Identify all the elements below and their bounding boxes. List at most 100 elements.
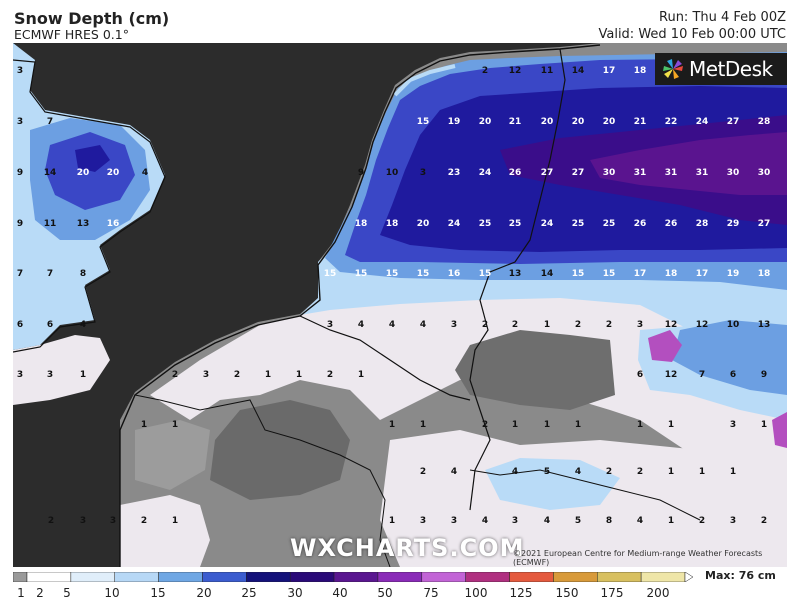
snow-depth-value: 30 xyxy=(603,168,616,178)
snow-depth-value: 24 xyxy=(448,219,461,229)
snow-depth-value: 4 xyxy=(389,320,395,330)
snow-depth-value: 1 xyxy=(761,420,767,430)
snow-depth-value: 15 xyxy=(355,269,368,279)
snow-depth-value: 7 xyxy=(47,269,53,279)
snow-depth-value: 2 xyxy=(482,320,488,330)
snow-depth-value: 15 xyxy=(324,269,337,279)
max-snow-label: Max: 76 cm xyxy=(705,569,776,582)
snow-depth-map[interactable]: 3 3 7 9 14 20 20 4 9 11 13 16 7 7 8 6 6 4 3 3 1 2 12 11 14 17 18 15… xyxy=(13,43,787,567)
snow-depth-value: 3 xyxy=(730,420,736,430)
snow-depth-value: 4 xyxy=(637,516,643,526)
snow-depth-value: 14 xyxy=(541,269,554,279)
snow-depth-value: 1 xyxy=(358,370,364,380)
snow-depth-value: 3 xyxy=(512,516,518,526)
snow-depth-value: 16 xyxy=(107,219,120,229)
legend-swatch xyxy=(465,572,510,582)
legend-level-label: 125 xyxy=(509,586,533,600)
run-time: Run: Thu 4 Feb 00Z xyxy=(659,10,786,25)
snow-depth-value: 1 xyxy=(80,370,86,380)
snow-depth-value: 19 xyxy=(727,269,740,279)
snow-depth-value: 20 xyxy=(603,117,616,127)
legend-swatch xyxy=(640,572,686,582)
snow-depth-value: 15 xyxy=(479,269,492,279)
legend-level-label: 15 xyxy=(150,586,166,600)
snow-depth-value: 2 xyxy=(482,66,488,76)
legend-level-label: 50 xyxy=(377,586,393,600)
border-de-east xyxy=(469,469,701,521)
snow-depth-value: 4 xyxy=(482,516,488,526)
snow-depth-value: 15 xyxy=(603,269,616,279)
snow-depth-value: 1 xyxy=(668,420,674,430)
snow-depth-value: 3 xyxy=(110,516,116,526)
snow-depth-value: 3 xyxy=(451,516,457,526)
legend-swatch xyxy=(333,572,379,582)
legend-swatch xyxy=(26,572,72,582)
snow-depth-value: 4 xyxy=(142,168,148,178)
legend-arrow xyxy=(684,572,693,582)
legend-level-label: 75 xyxy=(423,586,439,600)
light-blue-snow-south xyxy=(485,458,620,510)
snow-depth-value: 1 xyxy=(637,420,643,430)
snow-depth-value: 3 xyxy=(451,320,457,330)
snow-depth-value: 26 xyxy=(665,219,678,229)
snow-depth-value: 1 xyxy=(668,467,674,477)
snow-depth-value: 18 xyxy=(634,66,647,76)
snow-depth-value: 29 xyxy=(727,219,740,229)
snow-depth-value: 30 xyxy=(727,168,740,178)
snow-depth-value: 31 xyxy=(696,168,709,178)
snow-depth-value: 7 xyxy=(699,370,705,380)
legend-level-label: 100 xyxy=(464,586,488,600)
snow-depth-value: 4 xyxy=(451,467,457,477)
snow-depth-value: 4 xyxy=(575,467,581,477)
snow-depth-value: 19 xyxy=(448,117,461,127)
snow-depth-value: 3 xyxy=(420,168,426,178)
snow-depth-value: 1 xyxy=(172,420,178,430)
legend-level-label: 2 xyxy=(36,586,44,600)
legend-level-label: 1 xyxy=(17,586,25,600)
snow-depth-value: 23 xyxy=(448,168,461,178)
snow-depth-value: 3 xyxy=(80,516,86,526)
snow-depth-value: 27 xyxy=(727,117,740,127)
snow-depth-value: 2 xyxy=(575,320,581,330)
snow-depth-value: 20 xyxy=(541,117,554,127)
snow-depth-value: 25 xyxy=(572,219,585,229)
snow-depth-value: 5 xyxy=(575,516,581,526)
snow-depth-value: 11 xyxy=(44,219,57,229)
snow-depth-value: 1 xyxy=(544,320,550,330)
snow-depth-value: 17 xyxy=(696,269,709,279)
snow-depth-value: 18 xyxy=(758,269,771,279)
snow-depth-value: 11 xyxy=(541,66,554,76)
snow-depth-value: 2 xyxy=(637,467,643,477)
uk-coastline xyxy=(13,59,166,353)
snow-depth-value: 24 xyxy=(696,117,709,127)
frisian-islands xyxy=(393,64,456,97)
map-canvas: 33 79 14 20 20 49 11 13 167 7 86 6 43 3 12 12 11 14 17 1815… xyxy=(13,43,787,567)
uk-blue-core xyxy=(45,132,135,210)
snow-depth-value: 28 xyxy=(696,219,709,229)
snow-depth-value: 18 xyxy=(665,269,678,279)
snow-depth-value: 1 xyxy=(668,516,674,526)
snow-depth-value: 3 xyxy=(203,370,209,380)
chart-title: Snow Depth (cm) xyxy=(14,9,170,28)
bare-ground-lowland xyxy=(135,420,210,490)
snow-depth-value: 22 xyxy=(665,117,678,127)
legend-level-label: 25 xyxy=(241,586,257,600)
snow-depth-value: 26 xyxy=(634,219,647,229)
snow-depth-value: 1 xyxy=(512,420,518,430)
magenta-snow-spot-east xyxy=(772,412,787,448)
snow-depth-value: 3 xyxy=(17,370,23,380)
snow-depth-value: 4 xyxy=(420,320,426,330)
snow-depth-value: 1 xyxy=(389,420,395,430)
snow-depth-value: 2 xyxy=(172,370,178,380)
metdesk-logo: MetDesk xyxy=(655,53,787,85)
snow-depth-value: 4 xyxy=(544,516,550,526)
trace-snow-area xyxy=(150,292,787,470)
legend-colorbar xyxy=(13,572,693,582)
snow-depth-value: 6 xyxy=(637,370,643,380)
snow-depth-value: 3 xyxy=(637,320,643,330)
snow-depth-value: 1 xyxy=(172,516,178,526)
snow-depth-value: 8 xyxy=(80,269,86,279)
snow-depth-value: 25 xyxy=(603,219,616,229)
snow-depth-value: 2 xyxy=(234,370,240,380)
snow-depth-value: 12 xyxy=(696,320,709,330)
